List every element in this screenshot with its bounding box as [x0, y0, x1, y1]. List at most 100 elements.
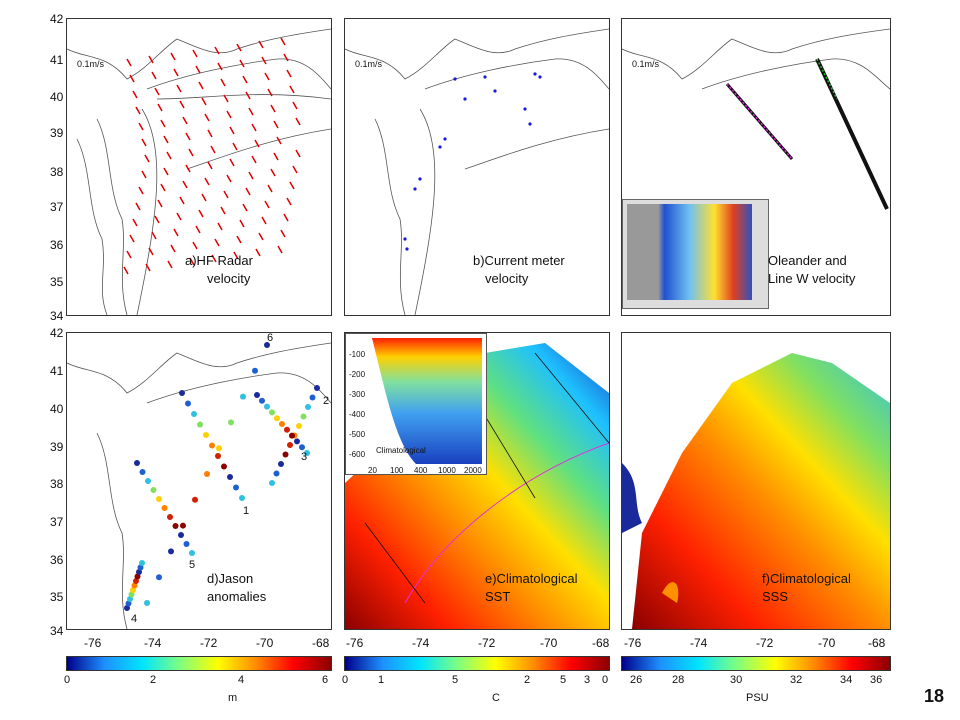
radar-vector: [289, 181, 295, 190]
radar-vector: [239, 59, 245, 68]
radar-vector: [264, 200, 270, 209]
cb-unit: C: [492, 692, 500, 704]
radar-vector: [251, 123, 257, 132]
radar-vector: [176, 84, 182, 93]
radar-vector: [201, 97, 207, 106]
radar-vectors: [123, 37, 301, 275]
meter-dot: [418, 177, 422, 181]
radar-vector: [223, 190, 229, 199]
jason-dot: [161, 505, 168, 511]
radar-vector: [157, 103, 163, 112]
meter-dot: [528, 122, 532, 126]
radar-vector: [229, 126, 235, 135]
radar-vector: [151, 231, 157, 240]
radar-vector: [132, 90, 138, 99]
meter-dots: [403, 72, 542, 251]
y-tick: 36: [50, 553, 64, 567]
y-tick: 41: [50, 364, 64, 378]
panel-e-sst: -100 -200 -300 -400 -500 -600 20 100 400…: [344, 332, 610, 630]
radar-vector: [154, 215, 160, 224]
cb-unit: m: [228, 692, 238, 704]
panel-c-oleander: Oleander and Line W velocity 0.1m/s: [621, 18, 891, 316]
x-tick: -70: [818, 636, 836, 650]
radar-vector: [295, 149, 301, 158]
x-tick: -70: [540, 636, 558, 650]
y-tick: 40: [50, 402, 64, 416]
radar-vector: [214, 46, 220, 55]
radar-vector: [129, 74, 135, 83]
inset-y-tick: -400: [349, 410, 366, 419]
panel-f-field: [622, 353, 890, 629]
y-tick: 41: [50, 53, 64, 67]
inset-x-tick: 400: [414, 466, 428, 475]
track-label: 4: [131, 613, 138, 625]
radar-vector: [251, 155, 257, 164]
radar-vector: [264, 72, 270, 81]
inset-y-tick: -600: [349, 450, 366, 459]
jason-dot: [239, 495, 245, 501]
y-tick: 40: [50, 90, 64, 104]
radar-vector: [189, 257, 195, 266]
radar-vector: [270, 168, 276, 177]
radar-vector: [258, 232, 264, 241]
radar-vector: [286, 69, 292, 78]
radar-vector: [148, 247, 154, 256]
x-tick: -68: [592, 636, 610, 650]
radar-vector: [198, 81, 204, 90]
radar-vector: [273, 152, 279, 161]
inset-label: Climatological: [376, 446, 426, 455]
jason-dot: [204, 471, 210, 477]
track-label: 6: [267, 332, 274, 344]
radar-vector: [141, 170, 147, 179]
jason-dot: [300, 413, 307, 420]
y-tick: 38: [50, 477, 64, 491]
panel-d-caption-2: anomalies: [207, 589, 267, 604]
radar-vector: [195, 225, 201, 234]
inset-y-tick: -100: [349, 350, 366, 359]
radar-vector: [226, 110, 232, 119]
scale-label: 0.1m/s: [77, 59, 105, 69]
radar-vector: [182, 180, 188, 189]
jason-dot: [134, 460, 140, 466]
panel-d-caption-1: d)Jason: [207, 571, 254, 586]
y-tick: 39: [50, 440, 64, 454]
radar-vector: [179, 100, 185, 109]
panel-c-inset: [622, 199, 769, 309]
radar-vector: [179, 196, 185, 205]
meter-dot: [483, 75, 487, 79]
meter-dot: [538, 75, 542, 79]
jason-dot: [296, 423, 302, 429]
inset-x-tick: 20: [368, 466, 377, 475]
panel-e-caption-1: e)Climatological: [485, 571, 578, 586]
radar-vector: [129, 234, 135, 243]
radar-vector: [154, 87, 160, 96]
radar-vector: [242, 203, 248, 212]
radar-vector: [280, 229, 286, 238]
jason-dot: [309, 394, 316, 401]
radar-vector: [289, 85, 295, 94]
y-tick: 35: [50, 275, 64, 289]
jason-dot: [284, 426, 290, 433]
jason-dot: [233, 484, 239, 491]
radar-vector: [145, 263, 151, 272]
panel-d-jason: 6 2 3 1 5 4 d)Jason anomalies: [66, 332, 332, 630]
radar-vector: [207, 161, 213, 170]
jason-dot: [215, 453, 221, 459]
jason-dot: [269, 409, 275, 416]
radar-vector: [135, 106, 141, 115]
radar-vector: [233, 251, 239, 260]
cb-unit: PSU: [746, 692, 769, 704]
x-tick: -76: [84, 636, 102, 650]
x-tick: -68: [868, 636, 886, 650]
radar-vector: [254, 139, 260, 148]
panel-c-caption-1: Oleander and: [768, 253, 847, 268]
inset-y-tick: -200: [349, 370, 366, 379]
jason-dot: [264, 342, 270, 348]
jason-dot: [191, 411, 197, 417]
panel-f-caption-2: SSS: [762, 589, 789, 604]
jason-dot: [304, 450, 310, 456]
jason-dot: [227, 474, 233, 480]
jason-tracks: [124, 342, 320, 611]
radar-vector: [182, 116, 188, 125]
jason-dot: [197, 421, 203, 428]
